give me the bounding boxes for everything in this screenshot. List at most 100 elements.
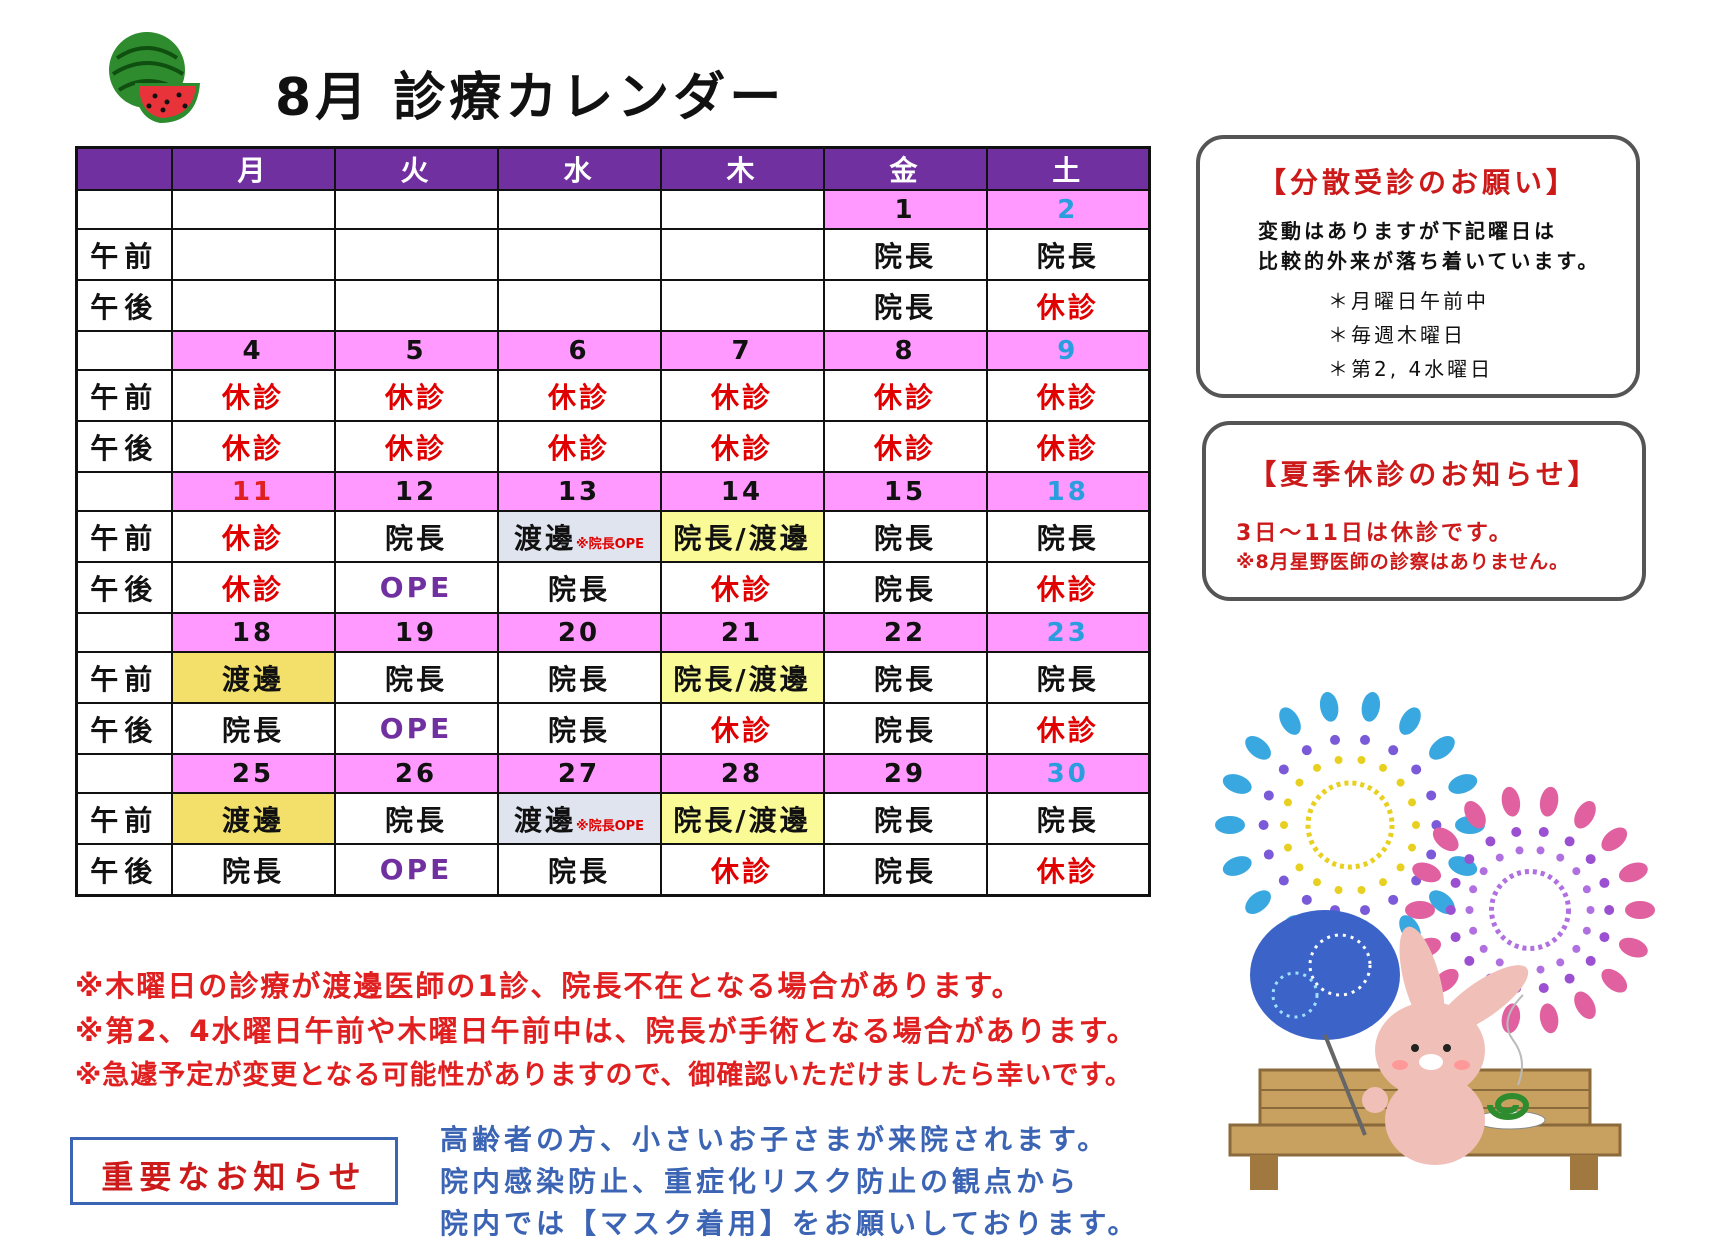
- firework-spark: [1464, 854, 1475, 865]
- firework-spark: [1538, 827, 1549, 838]
- date-cell: 1: [822, 189, 988, 230]
- schedule-cell: 院長: [333, 651, 499, 704]
- firework-ring: [1489, 869, 1571, 951]
- firework-spark: [1278, 875, 1289, 886]
- firework-petal: [1574, 800, 1596, 829]
- schedule-cell: [333, 228, 499, 281]
- schedule-cell: 院長: [822, 228, 988, 281]
- schedule-cell-ope: OPE: [333, 843, 499, 897]
- date-row: 25 26 27 28 29 30: [75, 753, 1151, 794]
- date-row: 11 12 13 14 15 18: [75, 471, 1151, 512]
- date-corner: [75, 612, 173, 653]
- am-row: 午前 渡邊 院長 院長 院長/渡邊 院長 院長: [75, 651, 1151, 704]
- schedule-cell-watanabe: 渡邊: [170, 651, 336, 704]
- pm-row: 午後 休診 休診 休診 休診 休診 休診: [75, 420, 1151, 473]
- firework-spark: [1426, 849, 1437, 860]
- firework-spark: [1599, 932, 1610, 943]
- firework-spark: [1585, 955, 1596, 966]
- firework-petal: [1245, 890, 1271, 914]
- schedule-cell-closed: 休診: [170, 510, 336, 563]
- date-cell: 8: [822, 330, 988, 371]
- firework-spark: [1556, 958, 1565, 967]
- schedule-cell: [659, 228, 825, 281]
- schedule-cell-shared: 院長/渡邊: [659, 651, 825, 704]
- firework-spark: [1538, 982, 1549, 993]
- schedule-cell: 院長: [822, 279, 988, 332]
- schedule-cell-closed: 休診: [170, 420, 336, 473]
- date-row: 4 5 6 7 8 9: [75, 330, 1151, 371]
- firework-spark: [1479, 944, 1488, 953]
- date-cell: 7: [659, 330, 825, 371]
- schedule-cell: 院長: [822, 843, 988, 897]
- firework-petal: [1601, 827, 1628, 852]
- firework-spark: [1360, 905, 1371, 916]
- pm-row: 午後 院長 OPE 院長 休診 院長 休診: [75, 843, 1151, 897]
- date-corner: [75, 753, 173, 794]
- schedule-cell-closed: 休診: [985, 561, 1151, 614]
- date-cell: 12: [333, 471, 499, 512]
- pm-row: 午後 休診 OPE 院長 休診 院長 休診: [75, 561, 1151, 614]
- firework-petal: [1279, 707, 1301, 735]
- weekday-wed: 水: [496, 146, 662, 191]
- firework-spark: [1408, 843, 1417, 852]
- pm-row: 午後 院長 休診: [75, 279, 1151, 332]
- date-cell: 28: [659, 753, 825, 794]
- firework-spark: [1495, 853, 1504, 862]
- important-label-text: 重要なお知らせ: [101, 1158, 367, 1196]
- firework-spark: [1515, 846, 1524, 855]
- firework-petal: [1448, 856, 1478, 876]
- am-row: 午前 院長 院長: [75, 228, 1151, 281]
- firework-spark: [1379, 878, 1387, 887]
- doctor-name: 渡邊: [513, 521, 576, 555]
- schedule-cell-closed: 休診: [822, 420, 988, 473]
- schedule-cell: 院長: [985, 792, 1151, 845]
- schedule-cell: 院長: [496, 843, 662, 897]
- date-corner: [75, 471, 173, 512]
- firework-spark: [1556, 853, 1565, 862]
- firework-spark: [1357, 885, 1366, 894]
- am-row: 午前 休診 院長 渡邊※院長OPE 院長/渡邊 院長 院長: [75, 510, 1151, 563]
- pm-label: 午後: [75, 561, 173, 614]
- firework-petal: [1501, 1003, 1521, 1034]
- firework-spark: [1313, 878, 1321, 887]
- schedule-cell: [496, 279, 662, 332]
- firework-spark: [1334, 885, 1343, 894]
- firework-spark: [1360, 734, 1371, 745]
- firework-spark: [1464, 955, 1475, 966]
- date-cell: [496, 189, 662, 230]
- schedule-cell: 院長: [333, 510, 499, 563]
- date-cell-saturday: 23: [985, 612, 1151, 653]
- schedule-cell: [170, 279, 336, 332]
- firework-spark: [1283, 843, 1292, 852]
- date-cell: [659, 189, 825, 230]
- firework-spark: [1388, 745, 1399, 756]
- date-cell: 21: [659, 612, 825, 653]
- box-list-item: ＊第2, 4水曜日: [1328, 357, 1494, 381]
- schedule-cell-closed: 休診: [659, 702, 825, 755]
- firework-petal: [1464, 800, 1486, 829]
- schedule-cell-closed: 休診: [170, 369, 336, 422]
- notice-line: 高齢者の方、小さいお子さまが来院されます。: [440, 1123, 1110, 1156]
- schedule-cell: 院長: [496, 651, 662, 704]
- ope-note: ※院長OPE: [575, 818, 645, 834]
- firework-spark: [1411, 764, 1422, 775]
- firework-spark: [1313, 763, 1321, 772]
- schedule-cell-closed: 休診: [333, 420, 499, 473]
- firework-spark: [1396, 778, 1405, 787]
- pm-label: 午後: [75, 702, 173, 755]
- fireworks-illustration: [1215, 691, 1655, 1190]
- distributed-visit-box: 【分散受診のお願い】 変動はありますが下記曜日は 比較的外来が落ち着いています。…: [1196, 135, 1640, 398]
- schedule-cell: 院長: [496, 702, 662, 755]
- date-cell: 5: [333, 330, 499, 371]
- date-cell: 20: [496, 612, 662, 653]
- firework-spark: [1604, 905, 1615, 915]
- date-row: 18 19 20 21 22 23: [75, 612, 1151, 653]
- schedule-cell: 院長: [170, 843, 336, 897]
- firework-spark: [1301, 745, 1312, 756]
- schedule-cell: 院長: [822, 510, 988, 563]
- firework-spark: [1572, 944, 1581, 953]
- date-cell: 26: [333, 753, 499, 794]
- schedule-cell: 院長: [985, 228, 1151, 281]
- date-cell: 14: [659, 471, 825, 512]
- date-cell: 15: [822, 471, 988, 512]
